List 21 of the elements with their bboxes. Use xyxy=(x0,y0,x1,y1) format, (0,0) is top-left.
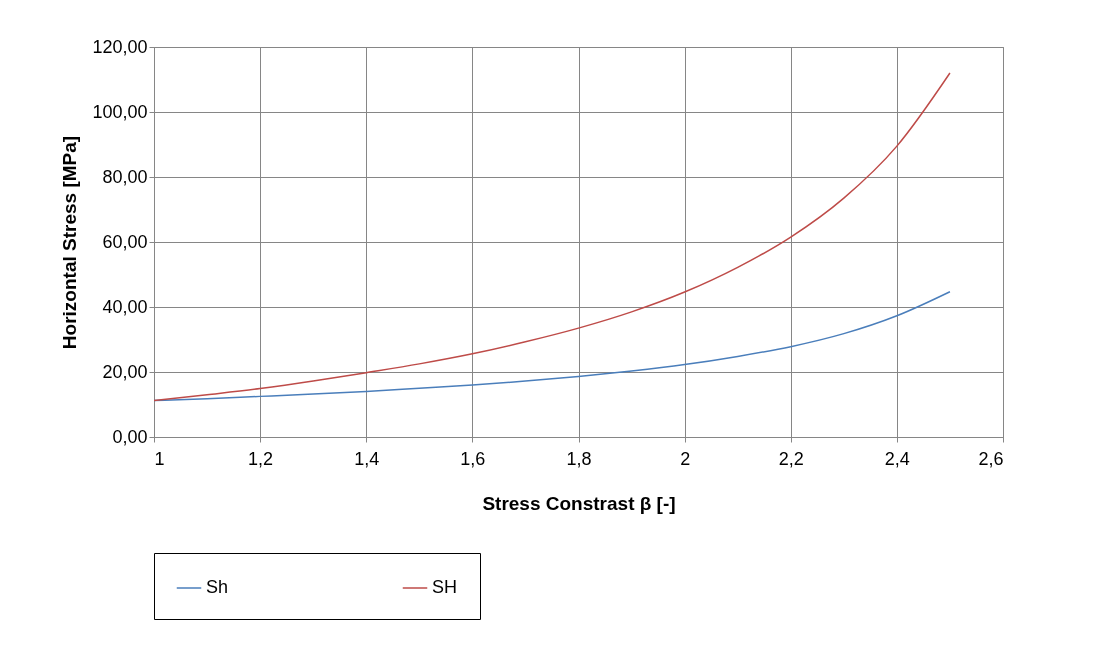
line-series xyxy=(153,72,951,402)
y-tick-label: 60,00 xyxy=(102,231,148,252)
x-tick-label: 1,2 xyxy=(248,448,274,469)
x-tick-label: 1 xyxy=(154,448,165,469)
legend-label: SH xyxy=(432,577,458,597)
y-tick-label: 20,00 xyxy=(102,361,148,382)
y-tick-label: 100,00 xyxy=(92,101,148,122)
x-axis-title: Stress Constrast β [-] xyxy=(482,492,676,514)
y-tick-label: 0,00 xyxy=(112,426,148,447)
x-tick-label: 1,8 xyxy=(566,448,592,469)
x-tick-label: 1,4 xyxy=(354,448,380,469)
legend-label: Sh xyxy=(206,577,229,597)
y-tick-label: 80,00 xyxy=(102,166,148,187)
x-tick-label: 2,6 xyxy=(978,448,1004,469)
x-tick-label: 2,2 xyxy=(778,448,804,469)
y-tick-label: 120,00 xyxy=(92,36,148,57)
x-tick-label: 2 xyxy=(680,448,691,469)
y-axis-title: Horizontal Stress [MPa] xyxy=(59,135,81,350)
x-tick-label: 1,6 xyxy=(460,448,486,469)
y-tick-label: 40,00 xyxy=(102,296,148,317)
x-tick-label: 2,4 xyxy=(884,448,910,469)
